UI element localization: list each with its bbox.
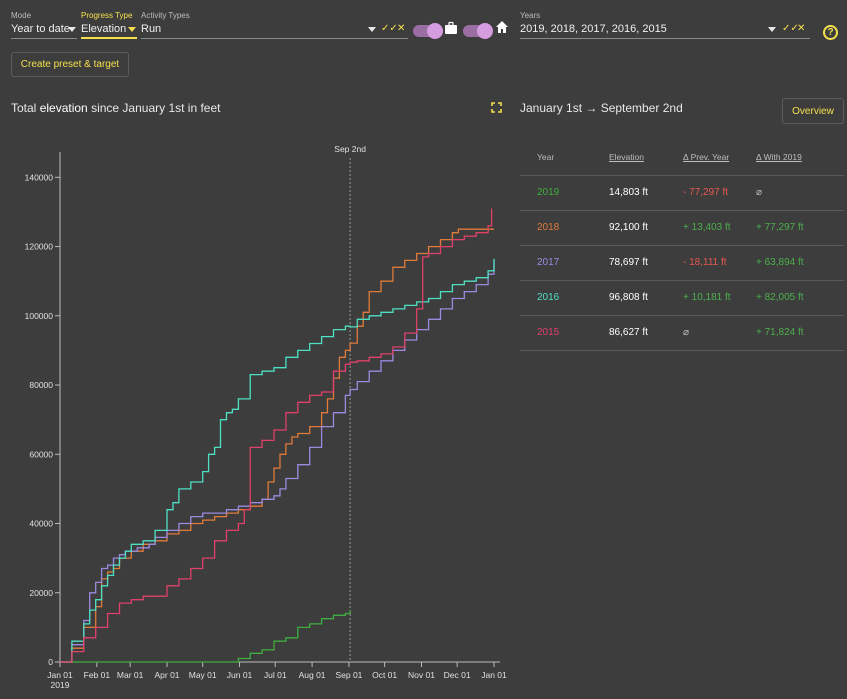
cell-with-2019: + 71,824 ft <box>756 315 844 351</box>
cell-prev-year: - 18,111 ft <box>683 245 756 281</box>
home-icon <box>496 21 508 33</box>
cell-prev-year: - 77,297 ft <box>683 175 756 211</box>
y-tick-label: 80000 <box>29 380 53 390</box>
chevron-down-icon[interactable] <box>368 27 376 32</box>
progress-type-select[interactable]: Elevation <box>81 23 127 35</box>
table-row: 2016 96,808 ft + 10,181 ft + 82,005 ft <box>520 280 844 316</box>
table-row: 2015 86,627 ft ⌀ + 71,824 ft <box>520 315 844 351</box>
cell-elevation: 14,803 ft <box>609 175 683 211</box>
y-tick-label: 20000 <box>29 588 53 598</box>
comparison-table: Year Elevation Δ Prev. Year Δ With 2019 … <box>520 140 844 351</box>
header-with-2019[interactable]: Δ With 2019 <box>756 140 844 176</box>
x-tick-label: Jan 01 <box>481 670 507 680</box>
mode-label: Mode <box>11 11 32 20</box>
elevation-line-chart: 0 20000 40000 60000 80000 100000 120000 140000 J… <box>25 144 507 690</box>
select-all-icon[interactable]: ✓✓ <box>782 23 799 34</box>
select-all-icon[interactable]: ✓✓ <box>381 23 398 34</box>
header-elevation[interactable]: Elevation <box>609 140 683 176</box>
cell-with-2019: + 82,005 ft <box>756 280 844 316</box>
cell-year: 2015 <box>520 315 609 351</box>
x-tick-label: Jun 01 <box>227 670 253 680</box>
y-tick-label: 100000 <box>25 311 54 321</box>
cell-year: 2019 <box>520 175 609 211</box>
y-tick-label: 40000 <box>29 519 53 529</box>
mode-select[interactable]: Year to date <box>11 23 70 35</box>
y-tick-label: 140000 <box>25 172 54 182</box>
x-tick-label: Jul 01 <box>264 670 287 680</box>
cell-with-2019: + 63,894 ft <box>756 245 844 281</box>
fullscreen-icon[interactable] <box>491 102 502 113</box>
series-line-2019 <box>60 610 351 663</box>
cell-year: 2017 <box>520 245 609 281</box>
cell-elevation: 92,100 ft <box>609 210 683 246</box>
create-preset-button[interactable]: Create preset & target <box>11 52 129 77</box>
cell-with-2019: + 77,297 ft <box>756 210 844 246</box>
toggle-commute[interactable] <box>413 23 443 39</box>
x-tick-label: Mar 01 <box>117 670 144 680</box>
cell-prev-year: + 10,181 ft <box>683 280 756 316</box>
activity-types-select[interactable]: Run <box>141 23 162 35</box>
x-tick-label: May 01 <box>189 670 217 680</box>
activity-types-label: Activity Types <box>141 11 190 20</box>
table-header-row: Year Elevation Δ Prev. Year Δ With 2019 <box>520 140 844 176</box>
years-select[interactable]: 2019, 2018, 2017, 2016, 2015 <box>520 23 667 35</box>
x-tick-label: Sep 01 <box>335 670 362 680</box>
help-icon[interactable]: ? <box>823 25 838 40</box>
overview-button[interactable]: Overview <box>782 98 844 124</box>
range-title: January 1st → September 2nd <box>520 101 683 115</box>
y-tick-label: 60000 <box>29 449 53 459</box>
header-year: Year <box>520 140 609 176</box>
x-tick-label: Feb 01 <box>84 670 111 680</box>
cell-prev-year: ⌀ <box>683 315 756 351</box>
briefcase-icon <box>445 21 457 34</box>
progress-type-label: Progress Type <box>81 11 133 20</box>
table-row: 2019 14,803 ft - 77,297 ft ⌀ <box>520 175 844 211</box>
header-prev-year[interactable]: Δ Prev. Year <box>683 140 756 176</box>
x-tick-label: Oct 01 <box>372 670 397 680</box>
y-tick-label: 0 <box>48 657 53 667</box>
x-tick-label: Apr 01 <box>154 670 179 680</box>
x-tick-sublabel: 2019 <box>51 680 70 690</box>
chevron-down-icon[interactable] <box>768 27 776 32</box>
years-underline <box>520 38 810 39</box>
series-line-2015 <box>60 208 493 663</box>
cell-elevation: 96,808 ft <box>609 280 683 316</box>
progress-type-underline <box>81 37 137 39</box>
y-tick-label: 120000 <box>25 242 54 252</box>
cell-prev-year: + 13,403 ft <box>683 210 756 246</box>
chart-title: Total elevation since January 1st in fee… <box>11 101 221 115</box>
x-tick-label: Jan 01 <box>47 670 73 680</box>
cell-with-2019: ⌀ <box>756 175 844 211</box>
cell-year: 2016 <box>520 280 609 316</box>
mode-underline <box>11 38 77 39</box>
cell-elevation: 86,627 ft <box>609 315 683 351</box>
years-label: Years <box>520 11 541 20</box>
cell-elevation: 78,697 ft <box>609 245 683 281</box>
cell-year: 2018 <box>520 210 609 246</box>
x-tick-label: Dec 01 <box>444 670 471 680</box>
close-icon[interactable]: ✕ <box>797 23 806 34</box>
table-row: 2017 78,697 ft - 18,111 ft + 63,894 ft <box>520 245 844 281</box>
series-line-2017 <box>60 260 495 663</box>
chevron-down-icon[interactable] <box>128 27 136 32</box>
x-tick-label: Aug 01 <box>299 670 326 680</box>
current-date-label: Sep 2nd <box>334 144 366 154</box>
series-line-2016 <box>60 258 495 663</box>
toggle-home[interactable] <box>463 23 493 39</box>
chevron-down-icon[interactable] <box>68 27 76 32</box>
series-line-2018 <box>60 228 494 663</box>
x-tick-label: Nov 01 <box>408 670 435 680</box>
activity-types-underline <box>141 38 408 39</box>
close-icon[interactable]: ✕ <box>397 23 406 34</box>
table-row: 2018 92,100 ft + 13,403 ft + 77,297 ft <box>520 210 844 246</box>
